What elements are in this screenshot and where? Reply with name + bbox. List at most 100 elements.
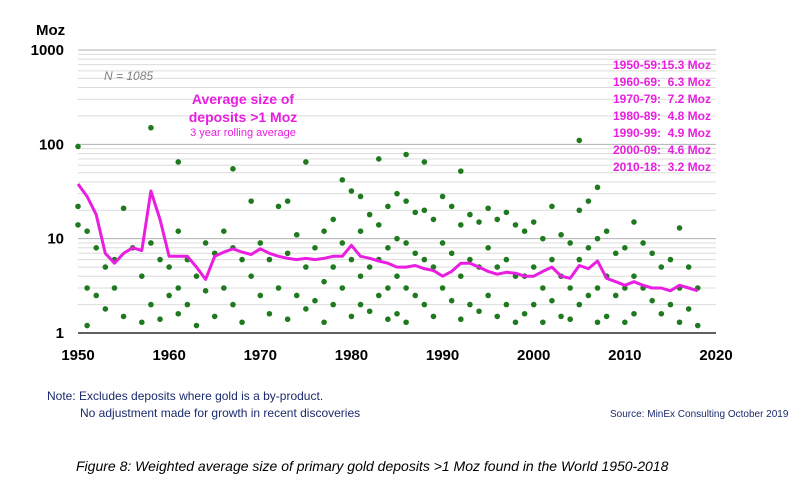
deposit-point xyxy=(93,292,100,299)
deposit-point xyxy=(403,240,409,246)
x-tick-label: 1990 xyxy=(426,347,459,364)
deposit-point xyxy=(494,264,501,270)
x-tick-label: 1960 xyxy=(152,347,185,364)
x-tick-label: 2020 xyxy=(699,347,732,364)
deposit-point xyxy=(430,216,437,223)
deposit-point xyxy=(549,256,555,263)
deposit-point xyxy=(685,306,692,312)
deposit-point xyxy=(221,285,227,291)
deposit-point xyxy=(622,245,628,251)
deposit-point xyxy=(585,198,592,204)
x-tick-label: 2000 xyxy=(517,347,550,364)
y-tick-label: 10 xyxy=(47,231,64,248)
deposit-point xyxy=(75,143,81,150)
deposit-point xyxy=(394,273,400,280)
deposit-point xyxy=(530,219,537,225)
deposit-point xyxy=(667,256,674,263)
deposit-point xyxy=(631,310,637,317)
deposit-point xyxy=(266,310,273,317)
deposit-point xyxy=(421,159,428,165)
deposit-point xyxy=(631,273,637,280)
deposit-point xyxy=(576,207,583,214)
deposit-point xyxy=(494,216,501,223)
deposit-point xyxy=(485,292,491,299)
deposit-point xyxy=(239,256,245,263)
deposit-point xyxy=(221,228,227,234)
deposit-point xyxy=(503,209,510,216)
deposit-point xyxy=(448,203,455,210)
deposit-point xyxy=(157,256,163,263)
deposit-point xyxy=(576,301,583,308)
deposit-point xyxy=(594,319,601,326)
deposit-point xyxy=(75,203,81,210)
deposit-point xyxy=(275,285,282,291)
deposit-point xyxy=(339,285,346,291)
deposit-point xyxy=(293,231,300,238)
decade-label: 1980-89: xyxy=(613,109,661,123)
deposit-point xyxy=(658,310,665,317)
deposit-point xyxy=(558,313,564,320)
deposit-point xyxy=(612,292,619,299)
deposit-point xyxy=(321,228,327,234)
annotation-subtitle: 3 year rolling average xyxy=(190,127,296,139)
deposit-point xyxy=(394,235,400,242)
deposit-point xyxy=(193,273,200,280)
deposit-point xyxy=(530,264,537,270)
deposit-point xyxy=(558,231,564,238)
deposit-point xyxy=(139,273,145,280)
y-axis-ticks: 1 10 100 1000 xyxy=(31,42,64,342)
x-axis-ticks: 1950 1960 1970 1980 1990 2000 2010 2020 xyxy=(61,347,732,364)
deposit-point xyxy=(685,264,692,270)
deposit-point xyxy=(375,222,382,228)
deposit-point xyxy=(448,250,455,257)
deposit-point xyxy=(211,313,218,320)
deposit-point xyxy=(430,313,437,320)
deposit-point xyxy=(284,198,291,204)
deposit-point xyxy=(585,245,592,251)
deposit-point xyxy=(403,198,409,204)
deposit-point xyxy=(357,273,364,280)
deposit-point xyxy=(193,322,200,329)
deposit-point xyxy=(102,264,109,270)
decade-value: 6.3 Moz xyxy=(668,75,711,89)
deposit-point xyxy=(421,301,428,308)
deposit-point xyxy=(430,264,437,270)
deposit-point xyxy=(84,322,90,329)
deposit-point xyxy=(467,256,473,263)
deposit-point xyxy=(567,240,573,246)
annotation-title-line1: Average size of xyxy=(192,91,295,107)
deposit-point xyxy=(540,319,546,326)
deposit-point xyxy=(385,316,391,323)
deposit-point xyxy=(412,250,419,257)
deposit-point xyxy=(485,245,491,251)
deposit-point xyxy=(348,313,355,320)
deposit-point xyxy=(202,240,209,246)
deposit-point xyxy=(403,319,409,326)
deposit-point xyxy=(239,319,245,326)
deposit-point xyxy=(403,151,409,158)
deposit-point xyxy=(275,203,282,210)
deposit-point xyxy=(594,235,601,242)
deposit-point xyxy=(230,301,236,308)
deposit-point xyxy=(330,301,337,308)
y-axis-unit-label: Moz xyxy=(36,22,65,39)
deposit-point xyxy=(84,228,90,234)
deposit-point xyxy=(339,177,346,183)
deposit-point xyxy=(330,264,337,270)
deposit-point xyxy=(503,256,510,263)
deposit-point xyxy=(266,256,273,263)
figure-caption: Figure 8: Weighted average size of prima… xyxy=(76,458,669,474)
deposit-point xyxy=(248,273,254,280)
deposit-point xyxy=(175,228,182,234)
note-line-1: Note: Excludes deposits where gold is a … xyxy=(47,389,324,403)
deposit-point xyxy=(148,240,154,246)
deposit-point xyxy=(166,292,172,299)
deposit-point xyxy=(257,292,264,299)
deposit-point xyxy=(321,319,327,326)
deposit-point xyxy=(549,203,555,210)
annotation-title-line2: deposits >1 Moz xyxy=(189,109,298,125)
decade-label: 2000-09: xyxy=(613,143,661,157)
deposit-point xyxy=(330,216,337,223)
deposit-point xyxy=(694,322,701,329)
sample-count-label: N = 1085 xyxy=(104,69,153,83)
